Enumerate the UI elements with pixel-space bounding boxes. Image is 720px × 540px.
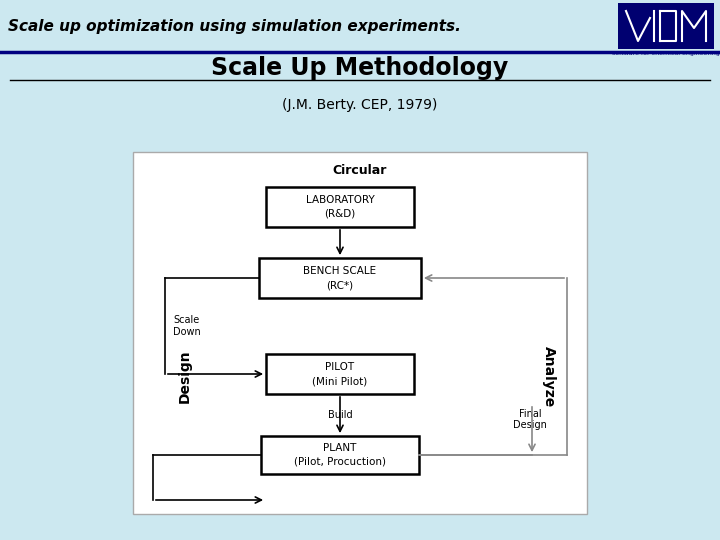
Text: (J.M. Berty. CEP, 1979): (J.M. Berty. CEP, 1979) xyxy=(282,98,438,112)
Text: Scale
Down: Scale Down xyxy=(173,315,201,337)
Text: Build: Build xyxy=(328,409,352,420)
Bar xyxy=(133,152,587,514)
Bar xyxy=(266,187,414,227)
Bar xyxy=(261,436,419,474)
Text: BENCH SCALE
(RC*): BENCH SCALE (RC*) xyxy=(303,266,377,290)
Text: Final
Design: Final Design xyxy=(513,409,547,430)
Text: Design: Design xyxy=(178,350,192,403)
Text: Analyze: Analyze xyxy=(542,346,556,407)
Text: Circular: Circular xyxy=(333,164,387,177)
Bar xyxy=(618,3,714,49)
Text: Scale up optimization using simulation experiments.: Scale up optimization using simulation e… xyxy=(8,18,461,33)
Text: LABORATORY
(R&D): LABORATORY (R&D) xyxy=(305,195,374,219)
Text: software for chemical engineering: software for chemical engineering xyxy=(612,51,720,56)
Text: PILOT
(Mini Pilot): PILOT (Mini Pilot) xyxy=(312,362,368,386)
Text: PLANT
(Pilot, Procuction): PLANT (Pilot, Procuction) xyxy=(294,443,386,467)
Bar xyxy=(266,354,414,394)
Text: Scale Up Methodology: Scale Up Methodology xyxy=(212,56,508,80)
Bar xyxy=(259,258,421,298)
